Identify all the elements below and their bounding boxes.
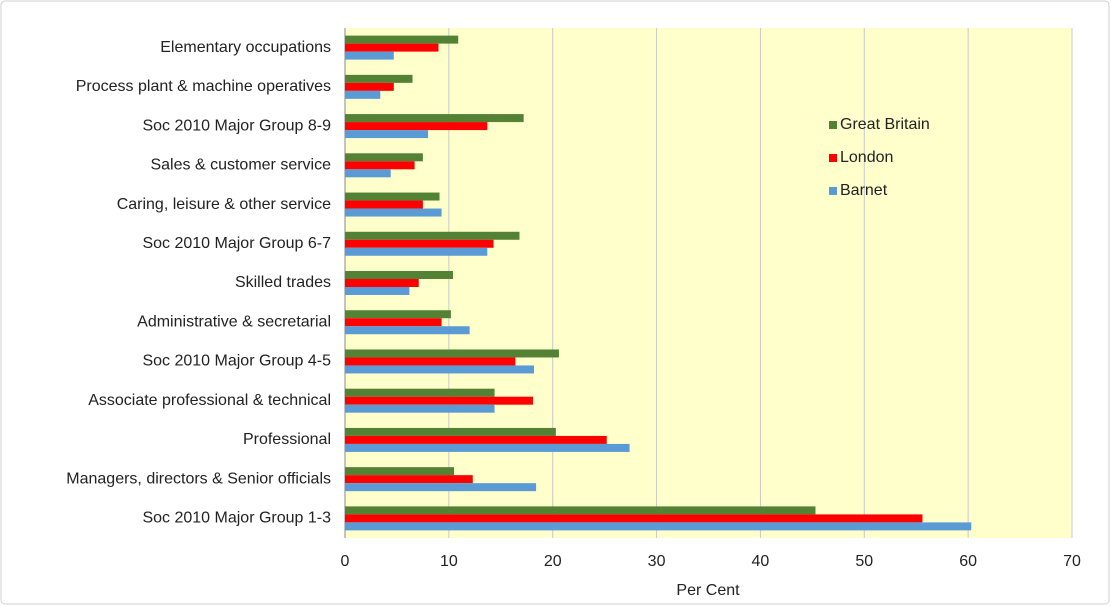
bar (345, 326, 470, 335)
bar (345, 114, 524, 123)
bar (345, 35, 459, 44)
y-tick-label: Caring, leisure & other service (117, 196, 331, 213)
y-tick-label: Soc 2010 Major Group 8-9 (142, 117, 331, 134)
y-tick-label: Elementary occupations (160, 39, 331, 56)
y-tick-label: Associate professional & technical (88, 392, 331, 409)
bar (345, 247, 488, 256)
bar (345, 43, 439, 52)
bar (345, 388, 495, 397)
x-tick-label: 10 (440, 553, 458, 570)
y-tick-label: Sales & customer service (150, 157, 331, 174)
bar (345, 161, 415, 170)
bar (345, 514, 923, 523)
bar (345, 82, 394, 91)
bar (345, 122, 488, 131)
x-tick-label: 20 (544, 553, 562, 570)
legend-swatch (829, 121, 837, 129)
x-axis-title: Per Cent (676, 582, 740, 599)
y-tick-label: Process plant & machine operatives (76, 78, 331, 95)
bar (345, 90, 381, 99)
bar (345, 231, 520, 240)
bar (345, 200, 423, 209)
bar (345, 239, 494, 248)
bar (345, 506, 816, 515)
bar (345, 310, 451, 319)
bar (345, 208, 442, 217)
bar (345, 443, 630, 452)
y-tick-label: Skilled trades (235, 274, 331, 291)
plot-area (345, 28, 1072, 538)
bar (345, 396, 533, 405)
y-tick-label: Soc 2010 Major Group 1-3 (142, 510, 331, 527)
bar (345, 522, 972, 531)
bar (345, 365, 535, 374)
bar (345, 287, 410, 295)
bar (345, 483, 537, 492)
legend-label: Barnet (840, 182, 888, 199)
bar (345, 404, 495, 413)
bar (345, 475, 473, 484)
x-tick-label: 60 (959, 553, 977, 570)
y-tick-label: Soc 2010 Major Group 6-7 (142, 235, 331, 252)
bar (345, 435, 607, 444)
y-tick-label: Professional (243, 431, 331, 448)
legend-label: Great Britain (840, 116, 930, 133)
bar (345, 357, 516, 366)
legend-label: London (840, 149, 893, 166)
x-tick-label: 30 (648, 553, 666, 570)
legend-swatch (829, 154, 837, 162)
bar (345, 318, 442, 327)
bar (345, 130, 429, 139)
bar (345, 349, 559, 358)
bar (345, 74, 413, 83)
bar (345, 427, 556, 436)
y-tick-label: Soc 2010 Major Group 4-5 (142, 353, 331, 370)
bar (345, 467, 455, 476)
x-tick-label: 0 (341, 553, 350, 570)
x-tick-label: 50 (855, 553, 873, 570)
bar (345, 192, 440, 201)
bar (345, 271, 454, 279)
x-tick-label: 40 (752, 553, 770, 570)
y-tick-label: Managers, directors & Senior officials (66, 470, 331, 487)
bar (345, 279, 419, 287)
bar (345, 51, 394, 60)
bar (345, 169, 391, 178)
bar (345, 153, 423, 162)
x-tick-label: 70 (1063, 553, 1081, 570)
legend-swatch (829, 187, 837, 195)
y-tick-label: Administrative & secretarial (137, 313, 331, 330)
